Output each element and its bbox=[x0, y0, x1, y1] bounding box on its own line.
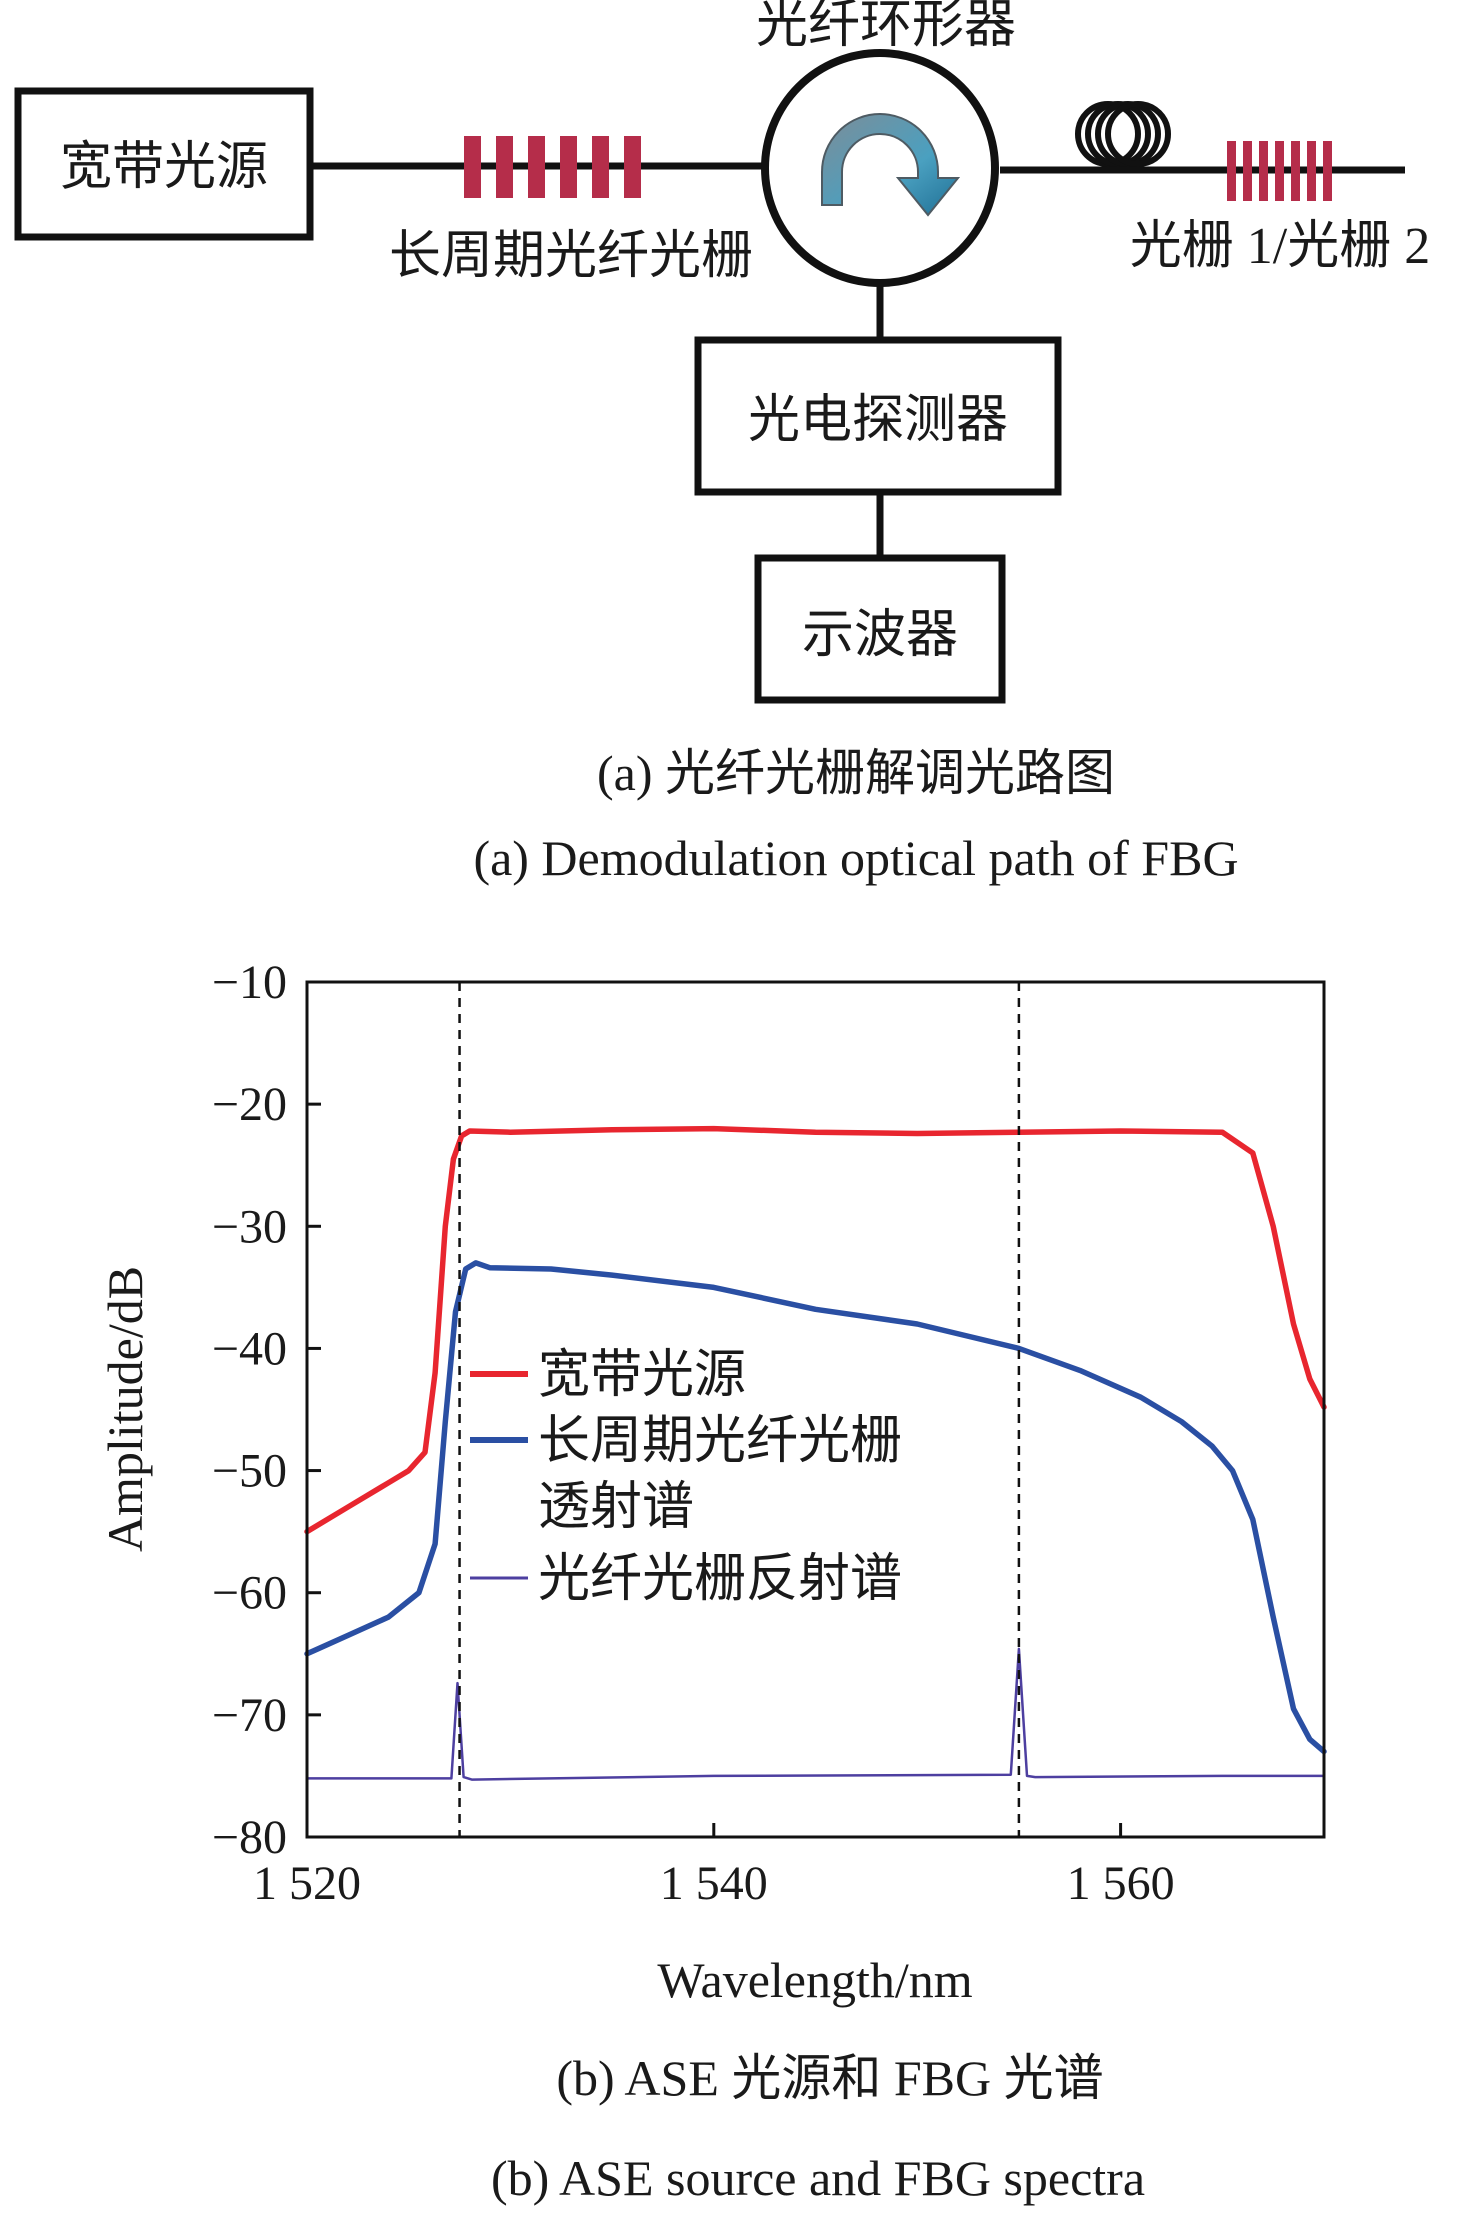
chart-series-group bbox=[304, 1125, 1327, 1781]
long-period-grating-label: 长周期光纤光栅 bbox=[389, 228, 753, 285]
fiber-bragg-grating-icon bbox=[1227, 141, 1332, 201]
x-tick-label: 1 560 bbox=[1067, 1857, 1175, 1910]
y-tick-label: −50 bbox=[212, 1445, 287, 1498]
y-tick-label: −60 bbox=[212, 1567, 287, 1620]
y-tick-label: −80 bbox=[212, 1811, 287, 1864]
circulation-arrow-icon bbox=[821, 113, 961, 217]
caption-a-en: (a) Demodulation optical path of FBG bbox=[473, 830, 1238, 886]
caption-b-cn: (b) ASE 光源和 FBG 光谱 bbox=[556, 2050, 1103, 2106]
y-tick-label: −70 bbox=[212, 1689, 287, 1742]
legend-label-lpg-line2: 透射谱 bbox=[538, 1479, 694, 1536]
long-period-grating-icon bbox=[464, 136, 641, 198]
broadband-source-box bbox=[14, 87, 314, 241]
circulator-ring bbox=[761, 49, 999, 287]
oscilloscope-box bbox=[754, 554, 1006, 704]
caption-a-cn: (a) 光纤光栅解调光路图 bbox=[597, 745, 1115, 801]
circulator-label: 光纤环形器 bbox=[756, 0, 1016, 54]
photodetector-label: 光电探测器 bbox=[748, 392, 1008, 449]
series-line-fbg-reflection bbox=[305, 1647, 1326, 1781]
oscilloscope-label: 示波器 bbox=[802, 607, 958, 664]
y-tick-label: −20 bbox=[212, 1078, 287, 1131]
caption-b-en: (b) ASE source and FBG spectra bbox=[491, 2150, 1145, 2206]
chart-axes-group: −10 −20 −30 −40 −50 −60 −70 −801 520 1 540 1 560 bbox=[212, 956, 1175, 1910]
series-line-broadband-source bbox=[304, 1125, 1327, 1535]
grating-1-2-label: 光栅 1/光栅 2 bbox=[1130, 218, 1430, 275]
spectrum-chart: −10−20−30−40−50−60−70−801 520 1 540 1 560 … bbox=[97, 956, 1327, 2206]
legend-label-fbg: 光纤光栅反射谱 bbox=[538, 1551, 902, 1608]
broadband-source-label: 宽带光源 bbox=[60, 139, 268, 196]
y-tick-label: −10 bbox=[212, 956, 287, 1009]
x-tick-label: 1 520 bbox=[253, 1857, 361, 1910]
series-line-lpg-transmission bbox=[304, 1260, 1327, 1755]
photodetector-box bbox=[694, 336, 1062, 496]
legend-label-lpg-line1: 长周期光纤光栅 bbox=[538, 1413, 902, 1470]
x-tick-label: 1 540 bbox=[660, 1857, 768, 1910]
legend-label-broadband: 宽带光源 bbox=[538, 1347, 746, 1404]
legend: 宽带光源 长周期光纤光栅 透射谱 光纤光栅反射谱 bbox=[470, 1347, 902, 1608]
y-tick-label: −30 bbox=[212, 1200, 287, 1253]
optical-path-diagram: 宽带光源 长周期光纤光栅 光纤环形器 bbox=[14, 0, 1430, 886]
y-tick-label: −40 bbox=[212, 1322, 287, 1375]
plot-frame bbox=[305, 980, 1326, 1839]
x-axis-title: Wavelength/nm bbox=[657, 1952, 972, 2008]
y-axis-title: Amplitude/dB bbox=[97, 1266, 153, 1552]
fiber-coil-icon bbox=[1075, 101, 1171, 167]
